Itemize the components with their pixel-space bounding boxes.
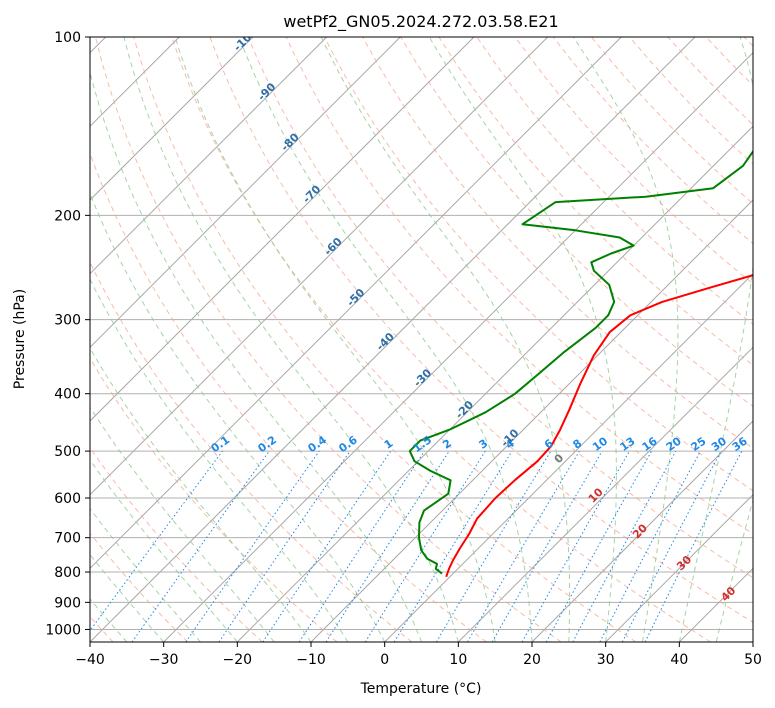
dry-adiabat-line <box>95 37 562 642</box>
y-tick-label: 600 <box>54 491 81 507</box>
dewpoint-profile-line <box>408 149 753 575</box>
moist-adiabat-line <box>90 406 275 642</box>
x-tick-label: 20 <box>523 652 541 668</box>
x-tick-label: −20 <box>223 652 253 668</box>
moist-adiabat-line <box>90 192 386 642</box>
y-tick-label: 700 <box>54 531 81 547</box>
moist-adiabat-line <box>90 70 422 642</box>
isotherm-line <box>90 37 401 349</box>
mixing-ratio-line <box>393 450 513 642</box>
x-axis-label: Temperature (°C) <box>360 681 482 697</box>
y-tick-label: 200 <box>54 208 81 224</box>
moist-adiabat-line <box>428 37 617 642</box>
dry-adiabat-line <box>285 37 753 535</box>
mixing-ratio-line <box>185 450 320 642</box>
x-tick-label: 10 <box>449 652 467 668</box>
y-tick-label: 100 <box>54 30 81 46</box>
x-tick-label: 40 <box>670 652 688 668</box>
dry-adiabat-line <box>209 37 753 623</box>
isotherm-line <box>605 493 753 642</box>
dry-adiabat-line <box>90 446 263 642</box>
y-tick-label: 1000 <box>45 622 81 638</box>
chart-title: wetPf2_GN05.2024.272.03.58.E21 <box>283 12 558 32</box>
moist-adiabat-line <box>123 37 459 642</box>
isotherm-line <box>384 272 753 642</box>
moist-adiabat-line <box>90 347 312 642</box>
moist-adiabat-line <box>90 278 349 642</box>
mixing-ratio-line <box>298 450 425 642</box>
isotherm-line <box>236 125 753 642</box>
temperature-profile-line <box>445 274 753 578</box>
moist-adiabat-line <box>174 37 496 642</box>
y-tick-label: 500 <box>54 444 81 460</box>
mixing-ratio-line <box>131 450 270 642</box>
x-tick-label: −30 <box>149 652 179 668</box>
mixing-ratio-line <box>262 450 392 642</box>
y-tick-label: 400 <box>54 387 81 403</box>
mixing-ratio-line <box>572 450 677 642</box>
y-tick-label: 800 <box>54 565 81 581</box>
dry-adiabat-line <box>514 37 753 285</box>
mixing-ratio-line <box>90 450 223 632</box>
isotherm-line <box>531 420 753 642</box>
mixing-ratio-line <box>545 450 653 642</box>
isotherm-line <box>90 37 328 275</box>
moist-adiabat-line <box>90 598 128 642</box>
mixing-ratio-line <box>644 450 743 642</box>
moist-adiabat-line <box>320 37 571 642</box>
isotherm-line <box>163 51 753 642</box>
mixing-ratio-line <box>521 450 630 642</box>
x-tick-label: 50 <box>744 652 762 668</box>
dry-adiabat-line <box>90 532 189 642</box>
dry-adiabat-line <box>400 37 753 407</box>
dry-adiabat-line <box>90 357 338 642</box>
dry-adiabat-line <box>90 152 487 642</box>
moist-adiabat-line <box>90 459 238 642</box>
dry-adiabat-line <box>133 37 637 642</box>
x-tick-label: 0 <box>380 652 389 668</box>
dry-adiabat-line <box>438 37 753 366</box>
y-tick-label: 900 <box>54 595 81 611</box>
isotherm-line <box>90 37 475 422</box>
x-tick-label: 30 <box>597 652 615 668</box>
mixing-ratio-line <box>218 450 351 642</box>
moist-adiabat-line <box>238 37 533 642</box>
dry-adiabat-line <box>247 37 753 579</box>
plot-frame <box>89 36 754 643</box>
dry-adiabat-line <box>171 37 711 642</box>
y-tick-label: 300 <box>54 313 81 329</box>
isotherm-line <box>90 37 549 496</box>
x-tick-label: −40 <box>75 652 105 668</box>
moist-adiabat-line <box>572 37 679 642</box>
mixing-ratio-line <box>325 450 450 642</box>
isotherm-line <box>90 37 254 201</box>
moist-adiabat-line <box>90 507 201 642</box>
x-tick-label: −10 <box>296 652 326 668</box>
y-axis-label: Pressure (hPa) <box>12 289 28 389</box>
moist-adiabat-line <box>90 553 165 642</box>
isotherm-line <box>457 346 753 642</box>
isotherm-line <box>90 37 622 570</box>
